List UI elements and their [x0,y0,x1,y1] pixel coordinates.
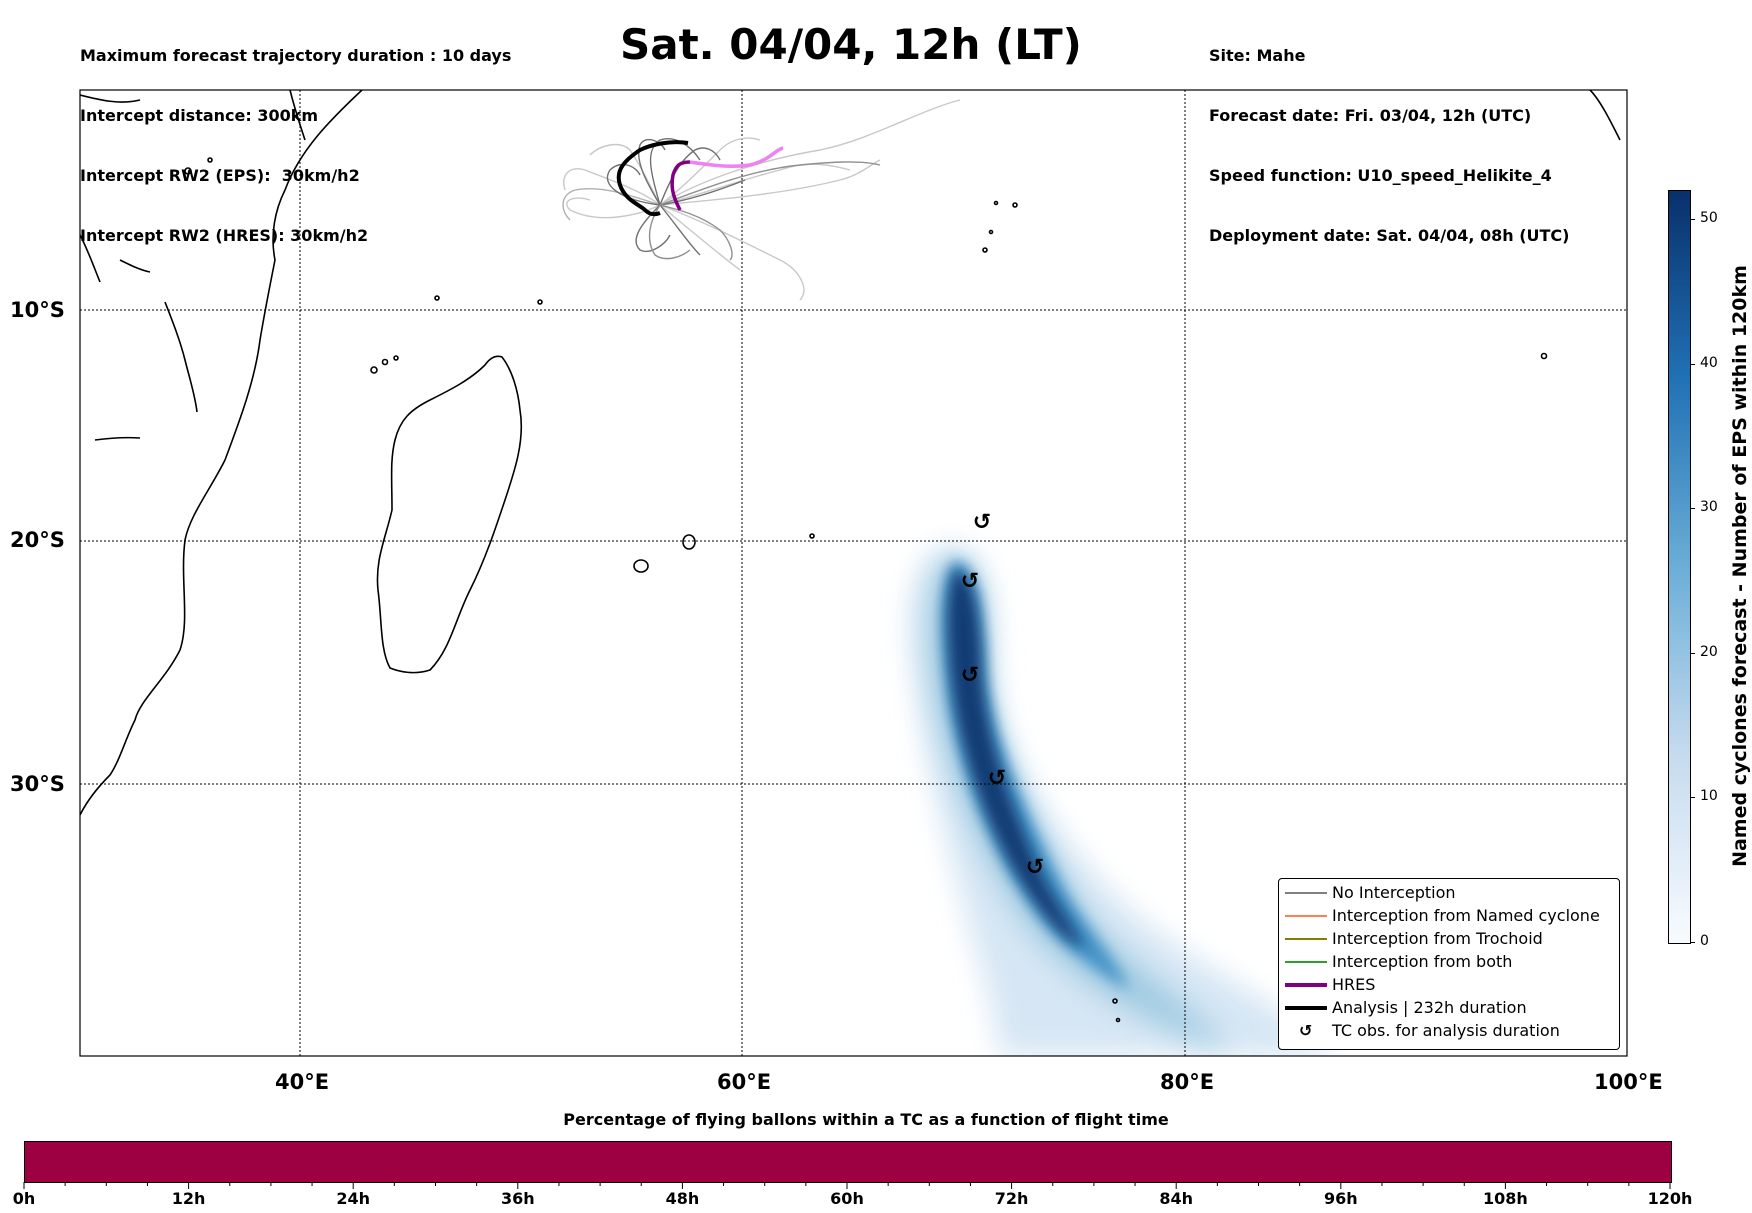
lon-label-80e: 80°E [1160,1070,1215,1094]
colorbar [1668,190,1691,944]
hour-label: 0h [12,1189,36,1208]
colorbar-tick-mark [1690,218,1695,220]
site-info: Site: Mahe Forecast date: Fri. 03/04, 12… [1209,6,1569,266]
tc-obs-icon: ↺ [1299,1021,1313,1040]
site-line: Speed function: U10_speed_Helikite_4 [1209,166,1552,185]
legend-item-hres: HRES [1279,974,1619,996]
param-line: Maximum forecast trajectory duration : 1… [80,46,512,65]
coastlines [80,90,1621,1023]
hour-label: 72h [994,1189,1029,1208]
site-line: Site: Mahe [1209,46,1306,65]
legend-item-both: Interception from both [1279,951,1619,973]
param-line: Intercept distance: 300km [80,106,319,125]
colorbar-tick-mark [1690,652,1695,654]
param-line: Intercept RW2 (EPS): 30km/h2 [80,166,360,185]
colorbar-tick-mark [1690,942,1695,943]
param-line: Intercept RW2 (HRES): 30km/h2 [80,226,369,245]
graticule [80,90,1627,1056]
flight-time-bar [24,1141,1672,1183]
flight-time-title: Percentage of flying ballons within a TC… [563,1110,1169,1129]
hour-label: 36h [500,1189,535,1208]
lon-label-100e: 100°E [1594,1070,1663,1094]
tc-obs-marker: ↺ [961,663,979,688]
tc-obs-marker: ↺ [1026,855,1044,880]
analysis-track [616,140,689,217]
hour-label: 120h [1647,1189,1693,1208]
hour-label: 12h [171,1189,206,1208]
colorbar-tick-label: 30 [1700,499,1718,516]
colorbar-tick-label: 50 [1700,209,1718,226]
cyclone-density-plume [909,545,1340,1056]
hour-label: 108h [1482,1189,1528,1208]
map-title: Sat. 04/04, 12h (LT) [620,20,1082,69]
tc-obs-marker: ↺ [961,569,979,594]
tc-observation-markers: ↺ ↺ ↺ ↺ ↺ [961,510,1044,880]
eps-trajectories [562,99,961,301]
hres-track-early [670,160,691,211]
hres-track-late [689,146,784,168]
lat-label-20s: 20°S [10,528,65,552]
forecast-parameters: Maximum forecast trajectory duration : 1… [80,6,511,266]
lat-label-10s: 10°S [10,298,65,322]
hour-label: 60h [830,1189,864,1208]
colorbar-tick-label: 20 [1700,643,1718,660]
colorbar-tick-label: 40 [1700,354,1718,371]
hour-label: 48h [665,1189,700,1208]
lat-label-30s: 30°S [10,772,65,796]
legend-item-no-interception: No Interception [1279,882,1619,904]
hour-label: 24h [336,1189,371,1208]
colorbar-label: Named cyclones forecast - Number of EPS … [1729,265,1751,867]
colorbar-tick-mark [1690,797,1695,799]
lon-label-60e: 60°E [717,1070,772,1094]
map-legend: No Interception Interception from Named … [1278,878,1620,1050]
lon-label-40e: 40°E [275,1070,330,1094]
hour-label: 84h [1159,1189,1194,1208]
tc-obs-marker: ↺ [973,510,991,535]
hour-label: 96h [1323,1189,1358,1208]
colorbar-tick-label: 0 [1700,933,1709,949]
site-line: Forecast date: Fri. 03/04, 12h (UTC) [1209,106,1532,125]
map-frame [79,89,1628,1057]
legend-item-analysis: Analysis | 232h duration [1279,997,1619,1019]
colorbar-tick-label: 10 [1700,788,1718,805]
legend-item-trochoid: Interception from Trochoid [1279,928,1619,950]
legend-item-named-cyclone: Interception from Named cyclone [1279,905,1619,927]
colorbar-tick-mark [1690,508,1695,510]
tc-obs-marker: ↺ [988,766,1006,791]
colorbar-tick-mark [1690,363,1695,365]
site-line: Deployment date: Sat. 04/04, 08h (UTC) [1209,226,1570,245]
legend-item-tc-obs: ↺ TC obs. for analysis duration [1299,1021,1560,1040]
